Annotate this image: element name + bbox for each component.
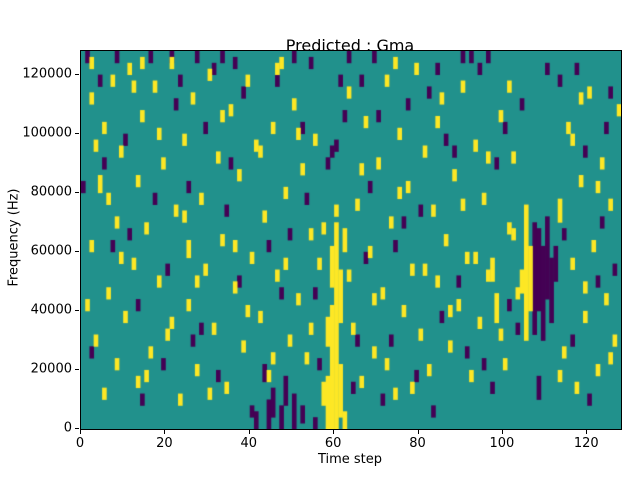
plot-area [80, 50, 622, 430]
y-tick-label: 60000 [30, 243, 72, 259]
y-tick-mark [75, 191, 79, 193]
x-tick-label: 100 [489, 436, 515, 451]
x-tick-mark [248, 430, 250, 434]
x-tick-label: 60 [324, 436, 342, 451]
y-tick-mark [75, 428, 79, 429]
x-tick-mark [501, 430, 503, 434]
heatmap-canvas [81, 51, 621, 429]
x-tick-label: 40 [240, 436, 258, 451]
y-tick-mark [75, 368, 79, 370]
y-axis-label: Frequency (Hz) [6, 188, 22, 287]
x-tick-label: 20 [156, 436, 173, 451]
y-tick-mark [75, 132, 79, 134]
x-tick-label: 80 [409, 436, 426, 451]
y-tick-label: 80000 [30, 184, 72, 200]
x-tick-mark [586, 430, 588, 434]
y-tick-mark [75, 309, 79, 311]
y-tick-mark [75, 73, 79, 75]
y-tick-label: 0 [63, 420, 72, 436]
y-tick-label: 40000 [30, 302, 72, 318]
x-axis-label: Time step [317, 452, 383, 467]
y-tick-label: 120000 [22, 66, 72, 82]
y-tick-label: 20000 [30, 361, 72, 377]
x-tick-label: 0 [75, 436, 85, 451]
y-tick-mark [75, 250, 79, 252]
x-tick-mark [333, 430, 335, 434]
x-tick-mark [417, 430, 419, 434]
x-tick-mark [80, 430, 81, 434]
x-tick-mark [164, 430, 166, 434]
x-tick-label: 120 [573, 436, 599, 451]
y-tick-label: 100000 [22, 125, 72, 141]
